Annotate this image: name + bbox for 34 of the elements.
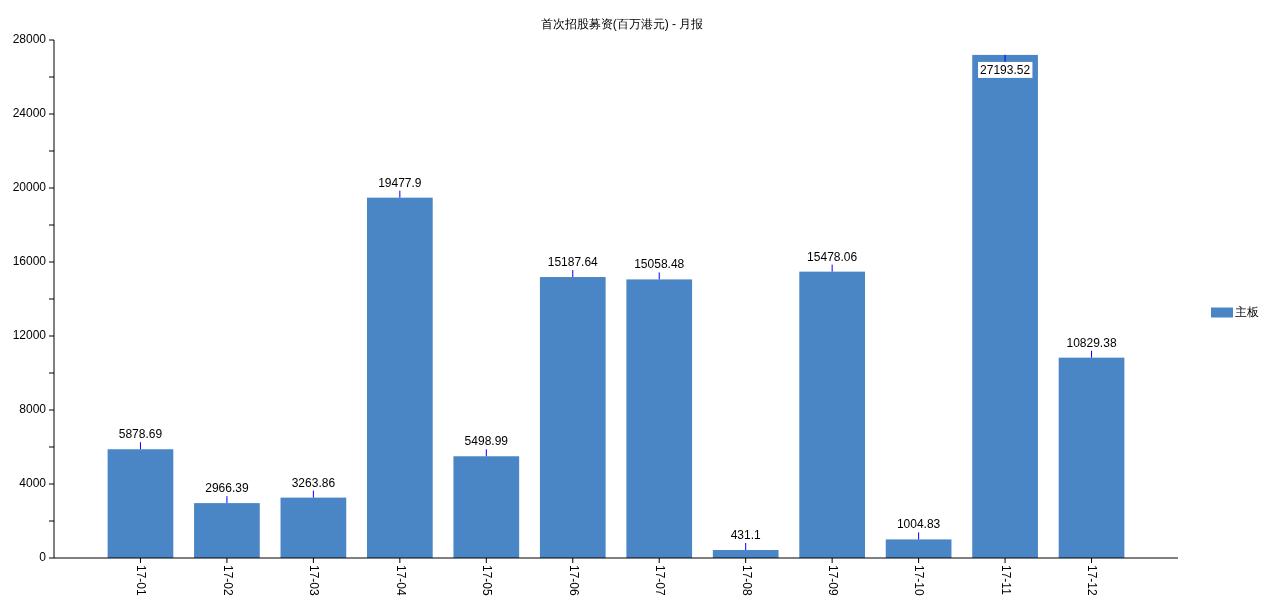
y-tick-label: 28000 — [12, 32, 47, 47]
data-label: 15187.64 — [547, 255, 598, 270]
data-label: 27193.52 — [980, 62, 1031, 77]
data-label: 1004.83 — [896, 517, 941, 532]
title: 首次招股募资(百万港元) - 月报 — [540, 17, 704, 31]
data-label: 10829.38 — [1066, 335, 1117, 350]
y-tick-label: 20000 — [12, 180, 47, 195]
y-tick-label: 24000 — [12, 106, 47, 121]
data-label: 3263.86 — [291, 475, 336, 490]
y-tick-label: 12000 — [12, 328, 47, 343]
x-tick-label: 17-04 — [393, 565, 408, 597]
data-label: 2966.39 — [205, 481, 249, 496]
x-tick-label: 17-12 — [1085, 565, 1100, 597]
data-label: 5878.69 — [118, 427, 163, 442]
x-tick-label: 17-10 — [912, 565, 927, 597]
data-label: 19477.9 — [378, 175, 422, 190]
y-tick-label: 16000 — [12, 254, 47, 269]
data-label: 15478.06 — [807, 249, 858, 264]
x-tick-label: 17-08 — [739, 565, 754, 597]
y-tick-label: 0 — [39, 550, 47, 565]
x-tick-label: 17-05 — [480, 565, 495, 597]
x-tick-label: 17-06 — [566, 565, 581, 597]
x-tick-label: 17-09 — [825, 565, 840, 597]
y-tick-label: 4000 — [19, 476, 47, 491]
data-label: 431.1 — [730, 528, 761, 542]
x-tick-label: 17-11 — [998, 565, 1013, 596]
x-tick-label: 17-02 — [220, 565, 235, 597]
x-tick-label: 17-03 — [307, 565, 322, 597]
data-label: 5498.99 — [464, 434, 508, 449]
x-tick-label: 17-07 — [653, 565, 668, 597]
x-tick-label: 17-01 — [134, 565, 149, 597]
data-label: 15058.48 — [634, 257, 685, 272]
y-tick-label: 8000 — [19, 402, 47, 417]
legend-label: 主板 — [1235, 304, 1259, 319]
